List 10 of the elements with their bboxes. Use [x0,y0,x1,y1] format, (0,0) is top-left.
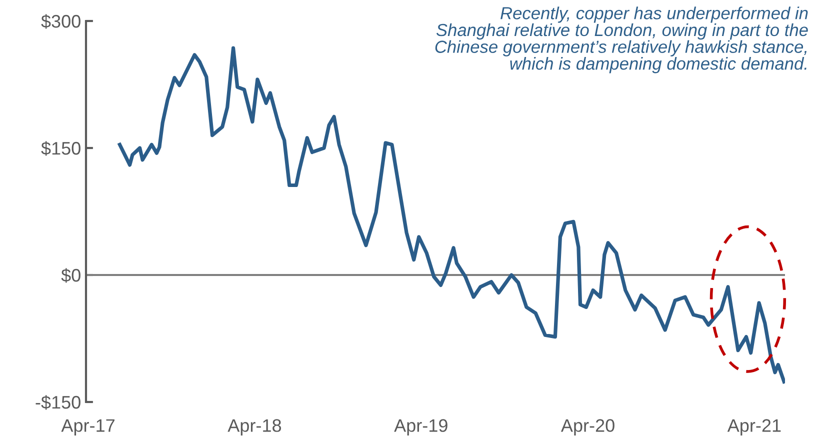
x-tick-label: Apr-18 [228,419,282,436]
x-tick-label: Apr-17 [61,419,114,436]
x-tick-label: Apr-20 [560,419,614,436]
y-tick-label: $0 [61,268,80,283]
y-tick-label: $150 [41,141,80,156]
annotation: Recently, copper has underperformed in Shanghai relative to London, owing in part to the Chinese government’s relatively hawkish stance, which is dampening domestic demand. [435,6,808,74]
x-tick-label: Apr-21 [727,419,781,436]
y-tick-label: -$150 [36,395,80,410]
x-tick-label: Apr-19 [394,419,448,436]
y-tick-label: $300 [41,14,80,29]
